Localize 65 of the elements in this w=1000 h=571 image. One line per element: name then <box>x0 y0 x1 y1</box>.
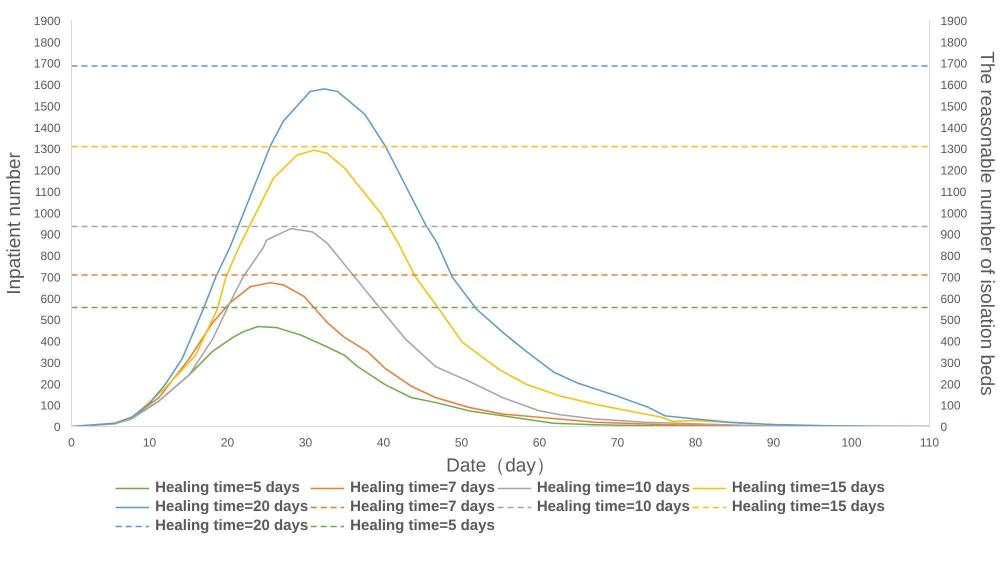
x-tick-label: 90 <box>766 436 780 450</box>
legend-label: Healing time=15 days <box>732 498 885 515</box>
y-tick-label: 1600 <box>34 78 61 92</box>
y2-tick-label: 1200 <box>940 164 968 178</box>
x-tick-label: 110 <box>920 436 940 450</box>
legend-label: Healing time=15 days <box>732 479 885 496</box>
y2-tick-label: 0 <box>940 420 948 434</box>
x-tick-label: 50 <box>454 436 468 450</box>
y2-tick-label: 700 <box>940 270 961 284</box>
x-tick-label: 0 <box>68 436 76 450</box>
y2-tick-label: 600 <box>940 292 961 306</box>
y-tick-label: 1500 <box>34 99 61 114</box>
legend-label: Healing time=7 days <box>350 498 495 515</box>
x-tick-label: 70 <box>610 436 624 450</box>
y-tick-label: 1100 <box>34 184 61 199</box>
y2-tick-label: 400 <box>940 334 961 349</box>
y-tick-label: 1700 <box>34 56 61 71</box>
y2-tick-label: 1500 <box>940 99 968 114</box>
legend-label: Healing time=20 days <box>155 498 308 515</box>
y-tick-label: 800 <box>40 249 61 264</box>
y-tick-label: 600 <box>40 292 61 306</box>
y-axis-title: Inpatient number <box>4 152 25 295</box>
y-tick-label: 500 <box>40 313 61 328</box>
y-tick-label: 200 <box>40 377 61 392</box>
y-tick-label: 0 <box>54 420 61 434</box>
y2-tick-label: 900 <box>940 228 961 242</box>
y-tick-label: 1000 <box>34 206 61 220</box>
legend-label: Healing time=5 days <box>155 479 300 496</box>
y-tick-label: 300 <box>40 356 61 370</box>
y-tick-label: 700 <box>40 270 61 284</box>
x-tick-label: 100 <box>841 436 862 450</box>
y2-tick-label: 1100 <box>940 184 967 199</box>
y-tick-label: 1800 <box>34 35 61 50</box>
y2-tick-label: 1600 <box>940 78 968 92</box>
legend-label: Healing time=5 days <box>350 517 495 534</box>
y2-tick-label: 300 <box>940 356 961 370</box>
x-tick-label: 80 <box>688 436 702 450</box>
y-tick-label: 900 <box>40 228 61 242</box>
y2-tick-label: 1300 <box>940 142 968 156</box>
legend-label: Healing time=20 days <box>155 517 308 534</box>
y-tick-label: 1300 <box>34 142 61 156</box>
legend-label: Healing time=10 days <box>536 498 690 515</box>
y2-tick-label: 1700 <box>940 56 968 71</box>
y2-tick-label: 800 <box>940 249 961 264</box>
x-tick-label: 10 <box>142 436 156 450</box>
x-axis-title: Date（day） <box>446 456 555 476</box>
y-tick-label: 400 <box>40 334 61 349</box>
y2-axis-title: The reasonable number of isolation beds <box>976 51 998 396</box>
x-tick-label: 40 <box>376 436 390 450</box>
y2-tick-label: 200 <box>940 377 961 392</box>
y-tick-label: 1400 <box>34 120 61 135</box>
y2-tick-label: 1400 <box>940 120 968 135</box>
y2-tick-label: 500 <box>940 313 961 328</box>
x-tick-label: 20 <box>220 436 234 450</box>
y2-tick-label: 1000 <box>940 206 968 220</box>
x-tick-label: 30 <box>298 436 312 450</box>
x-tick-label: 60 <box>532 436 546 450</box>
y2-tick-label: 1800 <box>940 35 968 50</box>
y2-tick-label: 100 <box>940 398 961 413</box>
y-tick-label: 1900 <box>34 14 61 28</box>
y2-tick-label: 1900 <box>940 14 968 28</box>
legend-label: Healing time=7 days <box>350 479 495 496</box>
y-tick-label: 1200 <box>34 164 61 178</box>
y-tick-label: 100 <box>40 398 61 413</box>
legend-label: Healing time=10 days <box>536 479 690 496</box>
